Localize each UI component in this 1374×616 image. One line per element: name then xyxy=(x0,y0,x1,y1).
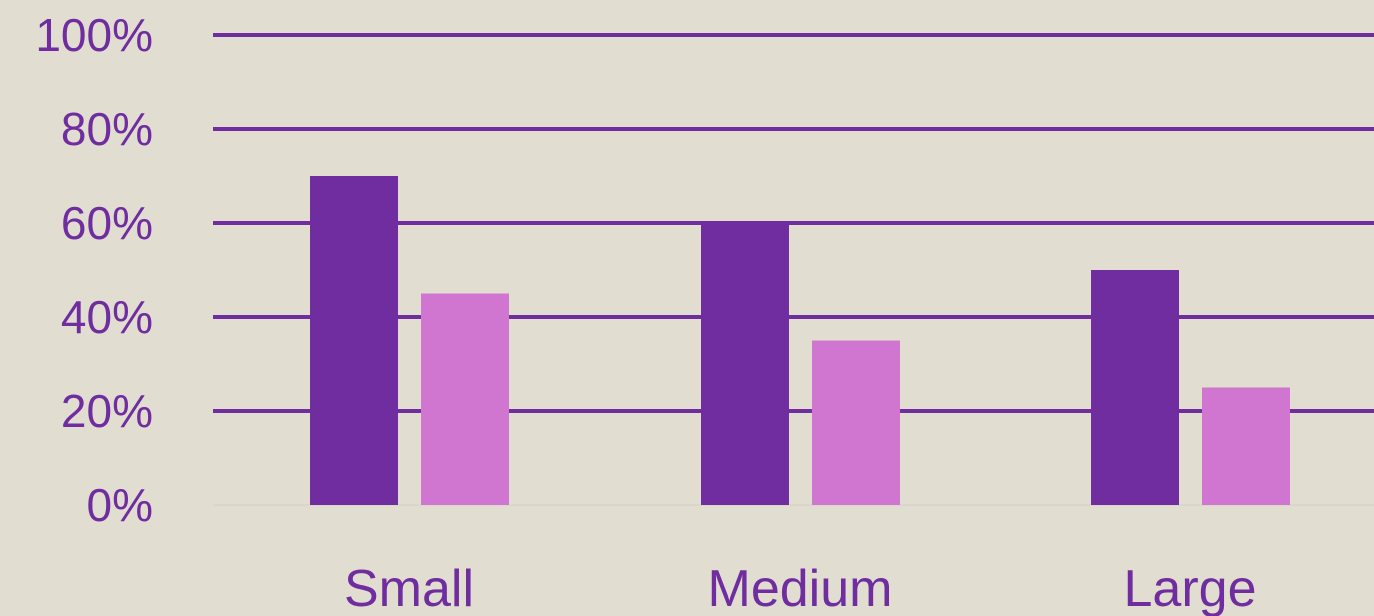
y-tick-label: 40% xyxy=(61,291,153,343)
y-axis-tick-labels: 0% 20% 40% 60% 80% 100% xyxy=(35,9,153,531)
x-category-label: Medium xyxy=(708,560,893,616)
bar-small-series-1 xyxy=(310,176,398,505)
bar-large-series-2 xyxy=(1202,387,1290,505)
bars xyxy=(310,176,1290,505)
x-axis-category-labels: Small Medium Large xyxy=(344,560,1257,616)
bar-medium-series-1 xyxy=(701,223,789,505)
bar-large-series-1 xyxy=(1091,270,1179,505)
bar-small-series-2 xyxy=(421,293,509,505)
y-tick-label: 100% xyxy=(35,9,153,61)
x-category-label: Large xyxy=(1124,560,1257,616)
x-category-label: Small xyxy=(344,560,474,616)
y-tick-label: 80% xyxy=(61,103,153,155)
y-tick-label: 20% xyxy=(61,385,153,437)
bar-medium-series-2 xyxy=(812,340,900,505)
y-tick-label: 60% xyxy=(61,197,153,249)
y-tick-label: 0% xyxy=(87,479,153,531)
gridlines xyxy=(213,33,1374,506)
